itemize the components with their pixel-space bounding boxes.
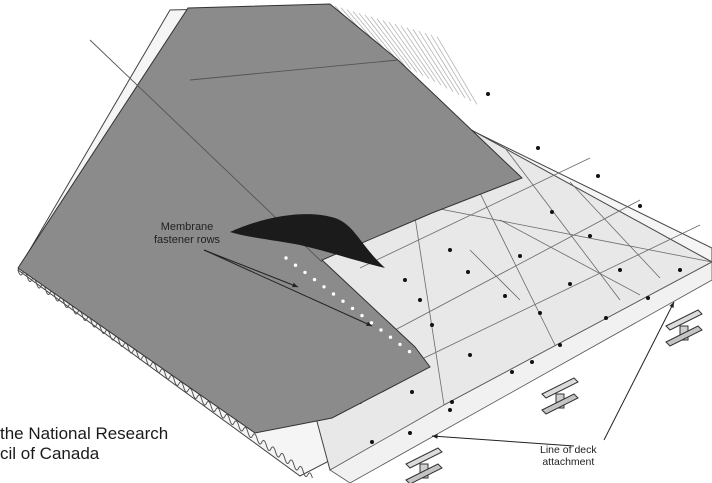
steel-joist [405, 447, 443, 483]
board-fastener-plate [408, 431, 412, 435]
deck-flute-line [430, 34, 472, 102]
arrow-head [292, 282, 298, 288]
board-fastener-plate [410, 390, 414, 394]
deck-flute-line [394, 23, 436, 83]
board-fastener-plate [638, 204, 642, 208]
board-fastener-plate [503, 294, 507, 298]
board-fastener-plate [678, 268, 682, 272]
membrane-flap [230, 214, 385, 268]
board-joint [469, 249, 521, 301]
board-fastener-plate [588, 234, 592, 238]
board-fastener-plate [646, 296, 650, 300]
deck-flute-line [436, 36, 478, 105]
deck-flute-line [358, 12, 400, 64]
membrane-fastener [369, 321, 374, 325]
membrane-fastener [331, 292, 336, 296]
membrane-fastener [312, 277, 317, 282]
deck-flutes-top [334, 5, 478, 105]
deck-flute-line [400, 25, 442, 86]
deck-flute-line [364, 14, 406, 67]
steel-joist [541, 377, 579, 415]
leader-line [203, 249, 373, 327]
board-joint [504, 147, 621, 301]
board-fastener-plate [448, 248, 452, 252]
board-fastener-plate [418, 298, 422, 302]
board-joint [359, 157, 591, 269]
membrane-fasteners [284, 256, 412, 354]
board-fastener-plate [430, 323, 434, 327]
line-of-deck-attachment-label: Line of deck attachment [540, 444, 597, 468]
deck-corrugation-edge [17, 269, 313, 479]
steel-joist [665, 309, 703, 347]
board-fastener-plate [568, 282, 572, 286]
board-fastener-plate [486, 92, 490, 96]
leader-line [203, 249, 299, 288]
label-line: fastener rows [154, 233, 221, 246]
leader-line [603, 301, 675, 441]
board-fastener-plate [518, 254, 522, 258]
arrow-head [432, 434, 438, 439]
deck-flute-line [424, 32, 466, 99]
membrane-fastener-rows-label: Membrane fastener rows [154, 221, 220, 246]
board-joint [419, 224, 701, 361]
deck-front-strip [329, 261, 712, 483]
membrane-fastener [303, 270, 307, 275]
deck-flute-line [382, 20, 424, 76]
deck-flute-line [412, 29, 454, 92]
board-fastener-plate [596, 174, 600, 178]
label-line: attachment [542, 456, 595, 469]
membrane-fastener [398, 342, 402, 347]
credit-line: the National Research [0, 424, 169, 443]
deck-flute-line [388, 21, 430, 80]
board-fastener-plate [468, 353, 472, 357]
deck-corrugation-line [17, 269, 313, 479]
membrane-fastener [284, 256, 288, 260]
deck-flute-line [406, 27, 448, 89]
membrane-fastener [407, 349, 412, 354]
arrow-head [366, 321, 372, 326]
board-fastener-plate [604, 316, 608, 320]
board-fastener-plate [370, 440, 374, 444]
deck-flute-line [370, 16, 412, 70]
label-line: Line of deck [540, 444, 597, 456]
board-fastener-plate [536, 146, 540, 150]
steel-joists [405, 309, 703, 483]
joist-flange [541, 377, 579, 399]
leader-line [431, 435, 575, 447]
leader-arrows [203, 249, 675, 447]
board-joint [499, 219, 641, 296]
membrane-fastener [360, 313, 364, 318]
membrane-fastener [388, 335, 393, 339]
board-fastener-plate [466, 270, 470, 274]
board-fastener-plate [550, 210, 554, 214]
label-line: Membrane [160, 221, 214, 233]
board-fastener-plate [558, 343, 562, 347]
board-joint [569, 181, 661, 279]
membrane-fastener [350, 306, 355, 311]
joist-flange [541, 393, 579, 415]
image-credit: the National Research cil of Canada [0, 424, 168, 463]
arrow-head [669, 302, 674, 308]
board-fastener-plate [538, 311, 542, 315]
board-fastener-plate [530, 360, 534, 364]
board-fastener-plate [450, 400, 454, 404]
board-fastener-plate [510, 370, 514, 374]
board-fastener-plate [618, 268, 622, 272]
membrane-fastener [293, 263, 298, 267]
membrane-fastener [379, 328, 383, 332]
credit-line: cil of Canada [0, 443, 100, 463]
membrane-fastener [322, 285, 326, 289]
joist-flange [405, 447, 443, 469]
board-joint [394, 199, 641, 331]
board-fastener-plate [403, 278, 407, 282]
joist-flange [665, 309, 703, 331]
membrane-seam [189, 59, 399, 81]
membrane-fastener [341, 299, 345, 303]
deck-flute-line [376, 18, 418, 73]
board-fastener-plate [448, 408, 452, 412]
deck-flute-line [418, 30, 460, 96]
joist-flange [665, 325, 703, 347]
